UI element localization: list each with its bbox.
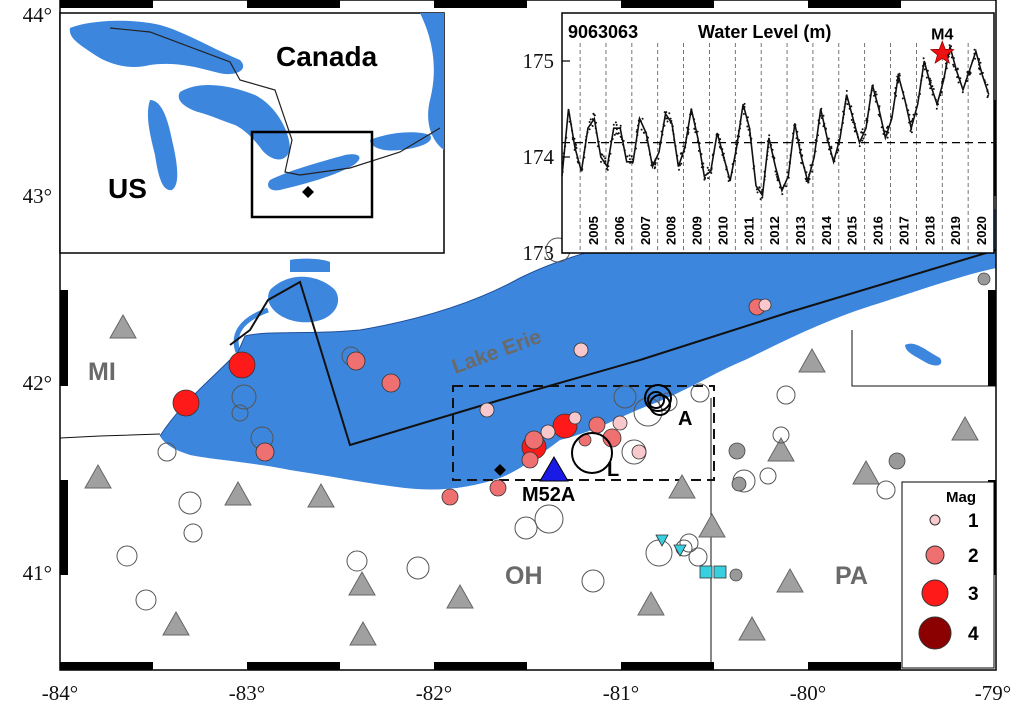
- water-level-scatter: [561, 44, 990, 201]
- chart-x-tick-label: 2013: [793, 216, 808, 245]
- chart-x-tick-label: 2010: [715, 216, 730, 245]
- lake-michigan: [147, 100, 178, 191]
- inset-chart: 2005 2006 2007 2008 2009 2010 2011 2012 2013 2014…: [523, 12, 995, 265]
- chart-x-ticks: 2005 2006 2007 2008 2009 2010 2011 2012 2013 2014…: [586, 215, 989, 245]
- lon-tick: -83°: [229, 681, 265, 705]
- m4-label: M4: [931, 26, 953, 43]
- legend-swatch-2: [925, 545, 945, 565]
- region-label-mi: MI: [88, 358, 116, 386]
- chart-x-tick-label: 2016: [871, 216, 886, 245]
- map-frame: [59, 0, 997, 671]
- chart-x-tick-label: 2019: [948, 216, 963, 245]
- chart-x-tick-label: 2020: [974, 216, 989, 245]
- lake-superior: [69, 20, 244, 75]
- lon-tick: -81°: [603, 681, 639, 705]
- state-border-pa-ny: [851, 330, 996, 387]
- study-area-box: [452, 385, 715, 481]
- chart-x-tick-label: 2009: [690, 216, 705, 245]
- inset-study-box: [250, 130, 374, 219]
- inset-map: Canada US: [59, 12, 445, 254]
- legend-label-4: 4: [968, 624, 979, 645]
- lon-tick: -84°: [42, 681, 78, 705]
- chart-y-ticks: 173 174 175: [523, 49, 570, 265]
- inset-lake-erie: [268, 154, 360, 191]
- chart-x-tick-label: 2008: [664, 216, 679, 245]
- station-m52a-triangle: [539, 456, 569, 482]
- chart-x-tick-label: 2006: [612, 216, 627, 245]
- chart-title: Water Level (m): [698, 22, 831, 42]
- lat-tick: 43°: [23, 184, 52, 208]
- inset-country-us: US: [108, 173, 147, 204]
- chart-x-tick-label: 2015: [845, 216, 860, 245]
- lon-tick: -79°: [975, 681, 1011, 705]
- legend-swatch-3: [921, 579, 949, 607]
- grey-events: [728, 272, 991, 582]
- lake-st-clair-water: [268, 276, 339, 323]
- lake-ontario: [370, 132, 431, 151]
- legend-label-3: 3: [968, 584, 979, 605]
- chart-x-tick-label: 2007: [638, 216, 653, 245]
- seismic-stations: [84, 313, 979, 646]
- inset-diamond: [302, 186, 314, 198]
- lake-huron-water: [290, 258, 330, 272]
- water-level-series: [561, 46, 990, 198]
- legend-swatch-1: [929, 514, 941, 526]
- cluster-label-a: A: [678, 408, 692, 430]
- m4-star-marker: [929, 40, 955, 64]
- legend-label-1: 1: [968, 511, 979, 532]
- chart-x-tick-label: 2017: [896, 216, 911, 245]
- cyan-events: [655, 534, 727, 579]
- lon-tick: -82°: [416, 681, 452, 705]
- lon-tick: -80°: [790, 681, 826, 705]
- chart-gridlines: [579, 43, 969, 253]
- chart-plot-area: [561, 12, 995, 254]
- cluster-a: [644, 384, 672, 416]
- chart-y-tick-label: 173: [523, 241, 555, 265]
- legend-title: Mag: [946, 489, 976, 506]
- chart-y-tick-label: 175: [523, 49, 555, 73]
- chart-x-tick-label: 2011: [741, 217, 756, 245]
- region-label-oh: OH: [505, 562, 543, 590]
- inset-border: [109, 27, 441, 176]
- magnitude-legend: Mag 1 2 3 4: [901, 481, 995, 669]
- chart-x-tick-label: 2014: [819, 215, 834, 245]
- lat-tick: 42°: [23, 371, 52, 395]
- chart-x-tick-label: 2005: [586, 216, 601, 245]
- small-lake-east: [905, 343, 942, 366]
- lat-tick: 44°: [23, 3, 52, 27]
- lon-axis: -84° -83° -82° -81° -80° -79°: [42, 681, 1011, 705]
- cluster-l: [571, 432, 613, 474]
- chart-y-tick-label: 174: [523, 145, 555, 169]
- atlantic-water: [420, 13, 444, 150]
- station-label: M52A: [522, 484, 575, 506]
- lat-axis: 44° 43° 42° 41°: [23, 3, 52, 585]
- inset-country-canada: Canada: [276, 41, 378, 72]
- chart-x-tick-label: 2018: [922, 216, 937, 245]
- legend-swatch-4: [918, 616, 952, 650]
- lat-tick: 41°: [23, 561, 52, 585]
- state-border-mi-oh: [60, 433, 161, 439]
- cluster-label-l: L: [607, 459, 619, 481]
- us-canada-border: [229, 249, 996, 447]
- lake-huron: [178, 84, 290, 160]
- magnitude-events: [172, 298, 772, 506]
- diamond-marker: [494, 464, 506, 476]
- legend-label-2: 2: [968, 546, 979, 567]
- chart-station-id: 9063063: [568, 22, 638, 42]
- chart-x-tick-label: 2012: [767, 216, 782, 245]
- region-label-pa: PA: [835, 562, 868, 590]
